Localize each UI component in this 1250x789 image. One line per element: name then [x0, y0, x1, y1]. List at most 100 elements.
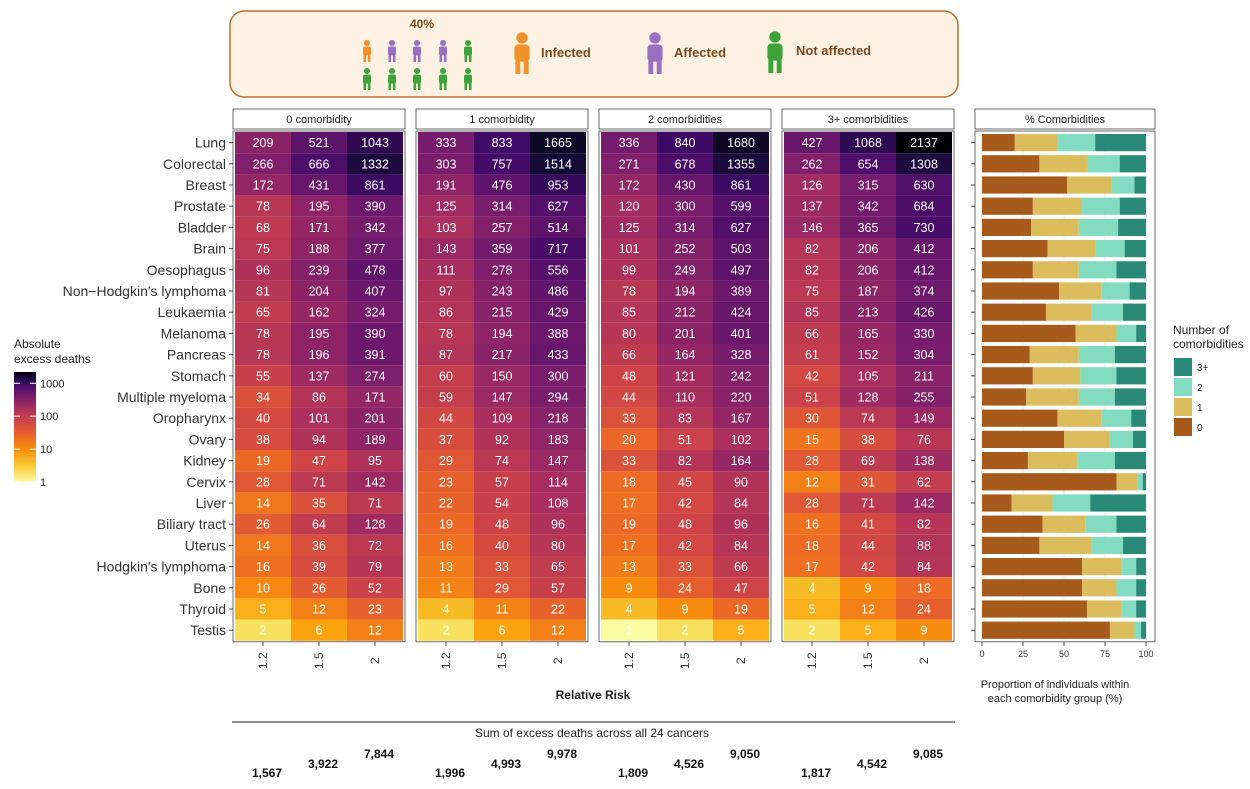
heatmap-cell-label: 5 — [865, 624, 872, 638]
heatmap-cell — [840, 556, 896, 578]
heatmap-cell — [474, 322, 530, 344]
heatmap-cell — [896, 450, 952, 472]
heatmap-cell — [601, 513, 657, 535]
comorbidity-bar-area: % Comorbidities 0 25 50 75 100 Proportion of i… — [971, 108, 1156, 705]
heatmap-cell-label: 142 — [914, 497, 935, 511]
heatmap-cell-label: 171 — [365, 391, 386, 405]
heatmap-cell-label: 342 — [858, 200, 879, 214]
heatmap-cell-label: 74 — [495, 454, 509, 468]
comorbidity-bar-3+ — [1129, 282, 1146, 300]
comorbidity-bar-3+ — [1132, 430, 1146, 448]
comorbidity-bar-2 — [1101, 282, 1130, 300]
heatmap-cell — [291, 216, 347, 238]
comorbidity-bar-0 — [982, 473, 1117, 491]
heatmap-cell — [601, 428, 657, 450]
sum-title: Sum of excess deaths across all 24 cance… — [475, 726, 709, 740]
comorbidity-bar-3+ — [1119, 197, 1146, 215]
heatmap-cell-label: 206 — [858, 242, 879, 256]
heatmap-cell — [896, 471, 952, 493]
heatmap-cell — [601, 534, 657, 556]
heatmap-cell-label: 111 — [436, 263, 455, 277]
comorbidity-bar-1 — [1032, 261, 1079, 279]
heatmap-cell — [235, 322, 291, 344]
heatmap-cell-label: 336 — [619, 136, 640, 150]
heatmap-cell — [601, 322, 657, 344]
heatmap-cell — [474, 534, 530, 556]
heatmap-cell-label: 262 — [802, 157, 823, 171]
heatmap-cell-label: 61 — [805, 348, 819, 362]
heatmap-cell-label: 40 — [256, 412, 270, 426]
heatmap-cell-label: 6 — [316, 624, 323, 638]
heatmap-cell-label: 189 — [365, 433, 386, 447]
color-legend-gradient — [14, 372, 36, 482]
heatmap-cell — [347, 513, 403, 535]
heatmap-cell-label: 78 — [256, 200, 270, 214]
heatmap-cell-label: 861 — [731, 179, 752, 193]
heatmap-cell — [235, 598, 291, 620]
comorbidity-bar-2 — [1095, 240, 1125, 258]
heatmap-cell — [657, 386, 713, 408]
heatmap-cell — [530, 344, 586, 366]
sum-value: 9,050 — [730, 747, 760, 761]
heatmap-cell-label: 82 — [805, 242, 819, 256]
heatmap-cell-label: 42 — [678, 497, 692, 511]
color-legend-tick-label: 1000 — [40, 378, 64, 390]
comorbidity-bar-3+ — [1131, 409, 1146, 427]
heatmap-cell — [347, 322, 403, 344]
cancer-label: Pancreas — [167, 347, 226, 363]
heatmap-cell — [474, 556, 530, 578]
heatmap-cell-label: 476 — [492, 179, 513, 193]
heatmap-cell — [530, 280, 586, 302]
heatmap-cell — [657, 428, 713, 450]
heatmap-cell — [530, 428, 586, 450]
legend-percent-label: 40% — [410, 17, 434, 31]
heatmap-cell-label: 99 — [622, 263, 636, 277]
color-legend-tick-label: 100 — [40, 411, 58, 423]
heatmap-cell-label: 426 — [914, 306, 935, 320]
heatmap-cell-label: 430 — [675, 179, 696, 193]
x-tick-label: 1.5 — [312, 652, 326, 669]
heatmap-cell-label: 33 — [678, 560, 692, 574]
heatmap-cell-label: 401 — [731, 327, 752, 341]
comorbidity-bar-1 — [1014, 134, 1058, 152]
heatmap-cell-label: 45 — [678, 475, 692, 489]
heatmap-cell — [896, 344, 952, 366]
heatmap-cell — [530, 174, 586, 196]
heatmap-cell — [896, 259, 952, 281]
heatmap-cell-label: 2 — [809, 624, 816, 638]
heatmap-cell-label: 303 — [436, 157, 457, 171]
heatmap-cell — [418, 492, 474, 514]
x-tick-label: 1.2 — [256, 652, 270, 669]
heatmap-cell — [418, 407, 474, 429]
heatmap-cell-label: 126 — [802, 179, 823, 193]
heatmap-cell-label: 42 — [861, 560, 875, 574]
heatmap-cell-label: 24 — [917, 603, 931, 617]
heatmap-cell-label: 137 — [802, 200, 823, 214]
heatmap-cell-label: 39 — [312, 560, 326, 574]
heatmap-cell-label: 44 — [622, 391, 636, 405]
heatmap-cell-label: 80 — [622, 327, 636, 341]
heatmap-cell — [784, 301, 840, 323]
heatmap-cell-label: 365 — [858, 221, 879, 235]
comorbidity-bar-2 — [1078, 346, 1115, 364]
heatmap-cell — [713, 471, 769, 493]
heatmap-cell-label: 1514 — [544, 157, 572, 171]
heatmap-cell — [235, 577, 291, 599]
heatmap-cell — [896, 556, 952, 578]
heatmap-cell-label: 1680 — [727, 136, 755, 150]
heatmap-cell — [840, 280, 896, 302]
heatmap-cell-label: 84 — [734, 497, 748, 511]
heatmap-cell — [713, 556, 769, 578]
heatmap-cell-label: 183 — [548, 433, 569, 447]
heatmap-cell-label: 37 — [439, 433, 453, 447]
heatmap-cell-label: 110 — [675, 391, 695, 405]
heatmap-cell-label: 33 — [622, 412, 636, 426]
comorbidity-bar-1 — [1075, 324, 1117, 342]
heatmap-cell — [601, 619, 657, 641]
color-legend-title-line1: Absolute — [14, 337, 61, 351]
comorbidity-bar-0 — [982, 155, 1040, 173]
heatmap-cell-label: 23 — [368, 603, 382, 617]
heatmap-cell-label: 96 — [734, 518, 748, 532]
heatmap-cell-label: 1355 — [727, 157, 755, 171]
